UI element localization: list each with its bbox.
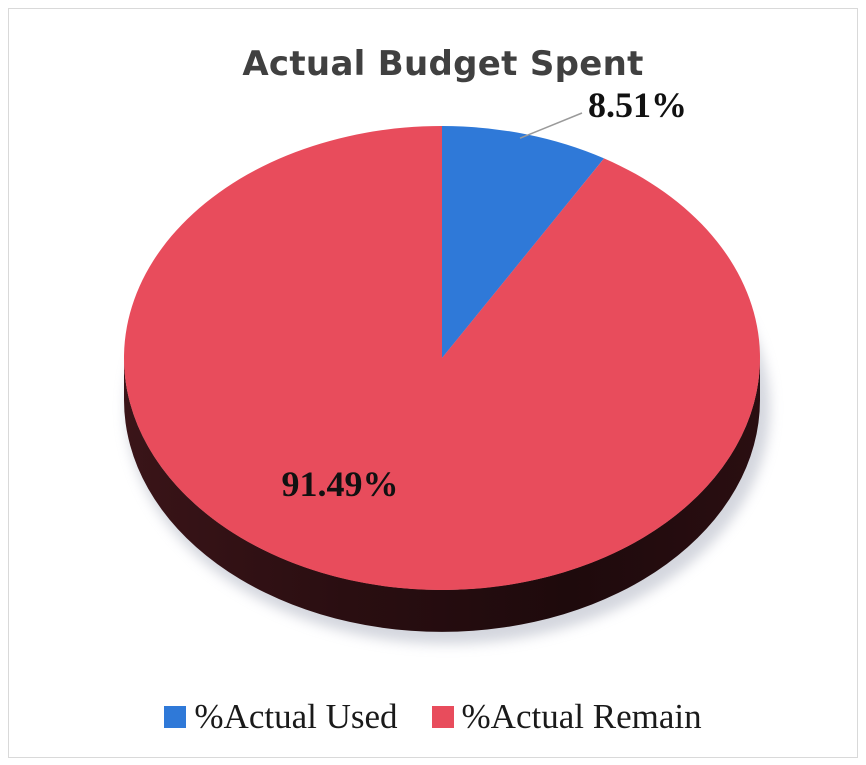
pie-slice-remain — [124, 126, 761, 590]
legend-swatch — [164, 706, 187, 728]
data-label-leader-line — [519, 112, 583, 139]
legend-swatch — [431, 706, 454, 728]
legend-label: %Actual Remain — [461, 697, 702, 736]
legend-label: %Actual Used — [194, 697, 398, 736]
legend-item-remain: %Actual Remain — [431, 697, 702, 737]
pie-slice-used — [442, 126, 605, 358]
pie-side-wall — [124, 358, 760, 632]
chart-title: Actual Budget Spent — [242, 44, 644, 84]
data-label-remain: 91.49% — [282, 464, 399, 504]
legend-item-used: %Actual Used — [164, 697, 398, 737]
legend: %Actual Used %Actual Remain — [0, 697, 866, 737]
data-label-used: 8.51% — [588, 85, 687, 125]
